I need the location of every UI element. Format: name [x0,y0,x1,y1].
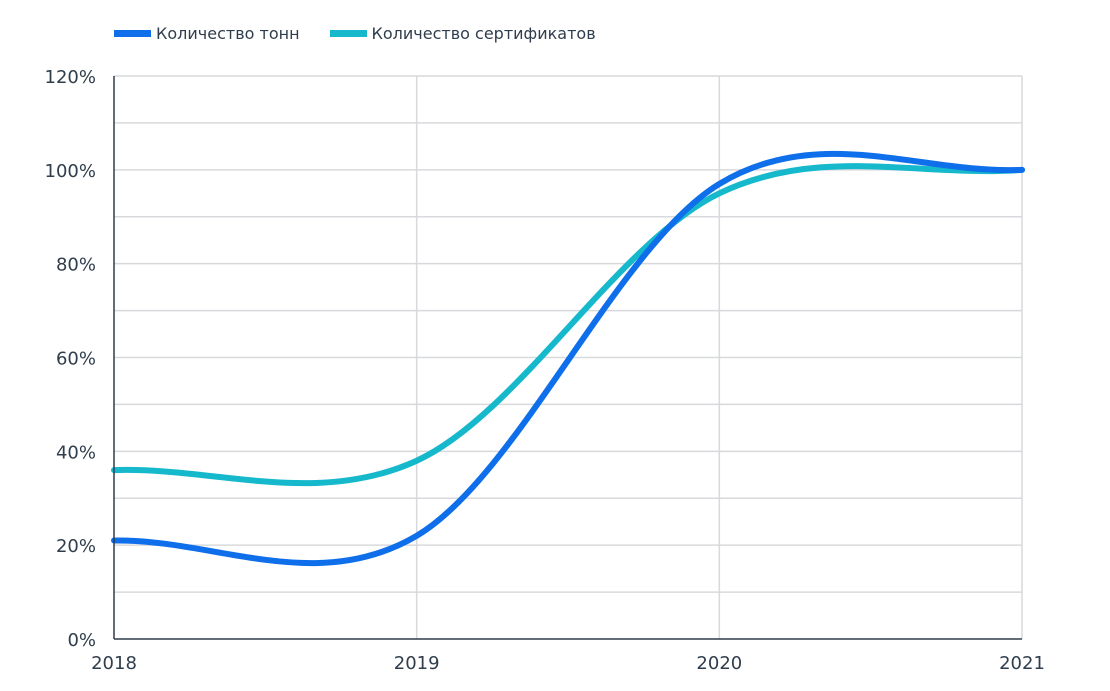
series-line-tonnes [111,150,1025,567]
y-tick-label: 40% [56,442,96,463]
grid-layer [114,75,1023,639]
y-tick-label: 100% [45,161,96,182]
tick-label-layer: 0% 20% 40% 60% 80% 100% 120% 2018 2019 2020 2021 [45,67,1045,674]
legend-label-tonnes: Количество тонн [156,24,300,43]
y-tick-label: 0% [67,630,96,651]
legend-swatch-tonnes [114,30,151,37]
x-tick-label: 2020 [696,653,742,674]
y-tick-label: 60% [56,349,96,370]
x-tick-label: 2018 [91,653,137,674]
y-tick-label: 20% [56,536,96,557]
series-layer [111,150,1025,567]
series-line-certificates [111,163,1025,487]
legend-item-certificates: Количество сертификатов [329,24,596,43]
x-tick-label: 2021 [999,653,1045,674]
legend-item-tonnes: Количество тонн [114,24,300,43]
chart-legend: Количество тонн Количество сертификатов [114,24,626,43]
legend-swatch-certificates [329,30,367,37]
axis-layer [113,76,1022,640]
y-tick-label: 120% [45,67,96,88]
x-tick-label: 2019 [394,653,440,674]
legend-label-certificates: Количество сертификатов [371,24,596,43]
y-tick-label: 80% [56,255,96,276]
